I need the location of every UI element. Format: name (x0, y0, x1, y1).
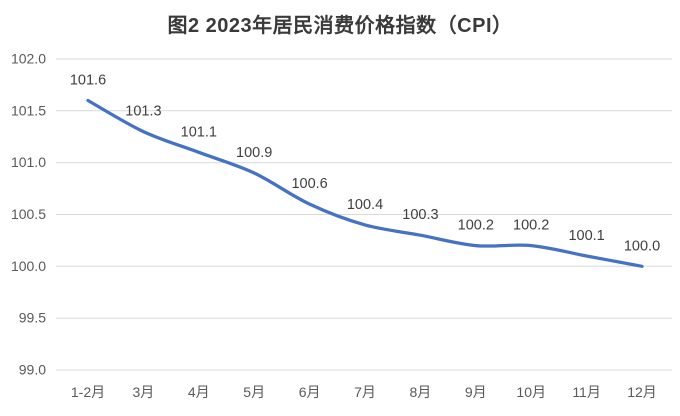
x-axis-tick-label: 6月 (299, 384, 321, 400)
x-axis-tick-label: 1-2月 (71, 384, 105, 400)
data-label: 100.0 (624, 238, 660, 254)
x-axis-tick-label: 12月 (627, 384, 657, 400)
x-axis-tick-label: 8月 (410, 384, 432, 400)
data-label: 100.9 (236, 145, 272, 161)
x-axis-tick-label: 3月 (133, 384, 155, 400)
data-label: 101.3 (125, 104, 161, 120)
data-label: 100.3 (402, 207, 438, 223)
chart-title: 图2 2023年居民消费价格指数（CPI） (167, 15, 513, 37)
y-axis-tick-label: 99.5 (19, 310, 46, 326)
x-axis-tick-label: 7月 (354, 384, 376, 400)
cpi-series-line (86, 98, 644, 268)
data-label: 100.6 (291, 176, 327, 192)
data-label: 100.2 (458, 218, 494, 234)
x-axis-tick-label: 11月 (572, 384, 601, 400)
y-axis-tick-label: 102.0 (11, 51, 46, 67)
data-label: 100.4 (347, 197, 383, 213)
y-axis-tick-label: 101.5 (11, 102, 46, 118)
y-axis-tick-label: 99.0 (19, 362, 46, 378)
y-axis-tick-label: 101.0 (11, 154, 46, 170)
x-axis-tick-label: 4月 (188, 384, 210, 400)
x-axis-tick-label: 5月 (243, 384, 265, 400)
y-axis-tick-label: 100.5 (11, 206, 46, 222)
x-axis-tick-label: 9月 (465, 384, 487, 400)
data-label: 100.1 (568, 228, 604, 244)
y-axis-tick-label: 100.0 (11, 258, 46, 274)
data-label: 101.6 (70, 73, 106, 89)
data-label: 101.1 (181, 124, 217, 140)
data-label: 100.2 (513, 218, 549, 234)
x-axis-tick-label: 10月 (516, 384, 546, 400)
